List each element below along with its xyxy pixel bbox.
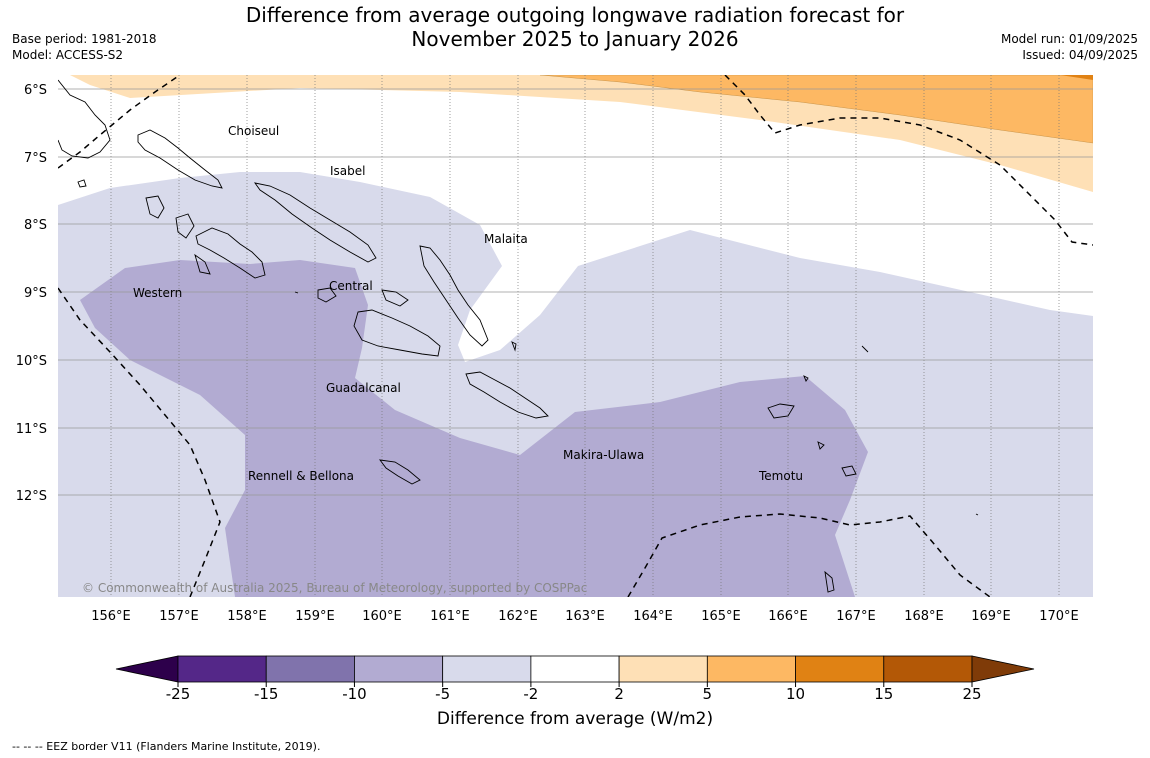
title-line-2: November 2025 to January 2026 bbox=[411, 27, 739, 51]
colorbar-tick-label: 15 bbox=[874, 685, 893, 700]
contour-10-to-15 bbox=[1060, 75, 1093, 80]
colorbar-swatch bbox=[883, 655, 973, 683]
title-line-1: Difference from average outgoing longwav… bbox=[245, 3, 905, 27]
copyright-notice: © Commonwealth of Australia 2025, Bureau… bbox=[82, 581, 587, 595]
lon-label: 163°E bbox=[565, 609, 605, 624]
colorbar-extension-high bbox=[971, 655, 1035, 683]
eez-legend-note: -- -- -- EEZ border V11 (Flanders Marine… bbox=[12, 740, 321, 753]
lon-label: 158°E bbox=[227, 609, 267, 624]
lon-label: 159°E bbox=[295, 609, 335, 624]
map-plot-area: Choiseul Isabel Malaita Western Central … bbox=[58, 75, 1093, 597]
guadalcanal-island bbox=[353, 309, 441, 357]
region-label-guadalcanal: Guadalcanal bbox=[326, 381, 401, 395]
map-title: Difference from average outgoing longwav… bbox=[200, 3, 950, 51]
meta-info-left: Base period: 1981-2018 Model: ACCESS-S2 bbox=[12, 31, 157, 63]
lon-label: 162°E bbox=[498, 609, 538, 624]
meta-info-right: Model run: 01/09/2025 Issued: 04/09/2025 bbox=[1001, 31, 1138, 63]
colorbar-swatch bbox=[265, 655, 355, 683]
colorbar-tick-label: -25 bbox=[166, 685, 191, 700]
region-label-malaita: Malaita bbox=[484, 232, 528, 246]
lat-label: 6°S bbox=[24, 83, 47, 98]
colorbar-label: Difference from average (W/m2) bbox=[436, 709, 714, 729]
colorbar: -25 -15 -10 -5 -2 2 5 10 15 25 bbox=[115, 655, 1035, 700]
colorbar-swatch bbox=[618, 655, 708, 683]
lat-label: 8°S bbox=[24, 218, 47, 233]
colorbar-swatch bbox=[177, 655, 267, 683]
lon-label: 170°E bbox=[1039, 609, 1079, 624]
small-islets bbox=[77, 179, 979, 593]
colorbar-swatch bbox=[354, 655, 444, 683]
colorbar-tick-label: -2 bbox=[523, 685, 538, 700]
region-label-temotu: Temotu bbox=[758, 469, 803, 483]
florida-islands bbox=[317, 287, 409, 307]
latitude-gridlines bbox=[58, 88, 1093, 496]
contour-5-to-10 bbox=[539, 75, 1093, 144]
santa-cruz-islands bbox=[767, 375, 857, 477]
lat-label: 7°S bbox=[24, 151, 47, 166]
colorbar-swatch bbox=[442, 655, 532, 683]
lon-label: 167°E bbox=[836, 609, 876, 624]
islands bbox=[58, 79, 979, 593]
lat-label: 10°S bbox=[16, 354, 47, 369]
colorbar-swatches bbox=[115, 655, 1035, 683]
colorbar-tick-label: 25 bbox=[962, 685, 981, 700]
bougainville-island bbox=[58, 79, 111, 159]
new-georgia-islands bbox=[145, 195, 266, 279]
isabel-island bbox=[253, 182, 377, 263]
lon-label: 168°E bbox=[904, 609, 944, 624]
colorbar-tick-label: 5 bbox=[703, 685, 713, 700]
region-label-central: Central bbox=[329, 279, 373, 293]
eez-borders bbox=[58, 75, 1093, 597]
colorbar-extension-low bbox=[115, 655, 179, 683]
colorbar-swatch bbox=[795, 655, 885, 683]
rennell-island bbox=[378, 459, 421, 485]
model-name: Model: ACCESS-S2 bbox=[12, 48, 124, 62]
region-label-isabel: Isabel bbox=[330, 164, 365, 178]
lon-label: 166°E bbox=[768, 609, 808, 624]
lon-label: 165°E bbox=[701, 609, 741, 624]
makira-island bbox=[465, 371, 549, 419]
colorbar-swatch bbox=[706, 655, 796, 683]
lat-label: 9°S bbox=[24, 286, 47, 301]
longitude-gridlines bbox=[110, 75, 1060, 597]
region-label-choiseul: Choiseul bbox=[228, 124, 279, 138]
lat-label: 12°S bbox=[16, 489, 47, 504]
longitude-labels: 156°E 157°E 158°E 159°E 160°E 161°E 162°… bbox=[91, 609, 1079, 624]
lon-label: 157°E bbox=[159, 609, 199, 624]
map: Choiseul Isabel Malaita Western Central … bbox=[16, 75, 1093, 624]
lon-label: 169°E bbox=[971, 609, 1011, 624]
lon-label: 161°E bbox=[430, 609, 470, 624]
colorbar-tick-label: -15 bbox=[254, 685, 279, 700]
contour-minus5-to-minus10 bbox=[80, 260, 868, 597]
lat-label: 11°S bbox=[16, 422, 47, 437]
choiseul-island bbox=[137, 129, 223, 189]
colorbar-ticks: -25 -15 -10 -5 -2 2 5 10 15 25 bbox=[166, 682, 982, 700]
colorbar-tick-label: -5 bbox=[435, 685, 450, 700]
colorbar-swatch bbox=[530, 655, 620, 683]
model-run: Model run: 01/09/2025 bbox=[1000, 32, 1138, 46]
region-label-makira-ulawa: Makira-Ulawa bbox=[563, 448, 644, 462]
colorbar-tick-label: 2 bbox=[614, 685, 624, 700]
lon-label: 160°E bbox=[362, 609, 402, 624]
region-label-rennell-bellona: Rennell & Bellona bbox=[248, 469, 354, 483]
malaita-island bbox=[419, 245, 489, 347]
lon-label: 164°E bbox=[633, 609, 673, 624]
colorbar-tick-label: -10 bbox=[342, 685, 367, 700]
latitude-labels: 6°S 7°S 8°S 9°S 10°S 11°S 12°S bbox=[16, 83, 47, 504]
issued-date: Issued: 04/09/2025 bbox=[1022, 48, 1138, 62]
colorbar-tick-label: 10 bbox=[786, 685, 805, 700]
region-label-western: Western bbox=[133, 286, 182, 300]
lon-label: 156°E bbox=[91, 609, 131, 624]
base-period: Base period: 1981-2018 bbox=[12, 32, 157, 46]
